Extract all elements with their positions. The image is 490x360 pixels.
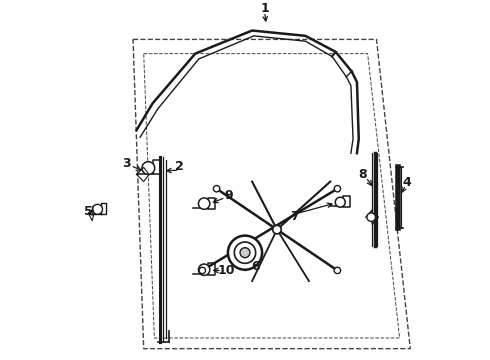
Circle shape [228, 235, 262, 270]
Text: 9: 9 [225, 189, 233, 202]
Text: 3: 3 [122, 157, 131, 170]
Circle shape [198, 198, 210, 209]
Text: 6: 6 [251, 260, 260, 273]
Circle shape [273, 225, 281, 234]
Text: 1: 1 [260, 2, 269, 15]
Circle shape [240, 248, 250, 258]
Text: 4: 4 [402, 176, 411, 189]
Text: 2: 2 [175, 160, 184, 173]
Circle shape [335, 197, 345, 207]
Text: 5: 5 [83, 204, 92, 217]
Text: 8: 8 [359, 168, 368, 181]
Circle shape [198, 264, 210, 275]
Circle shape [234, 242, 256, 263]
Circle shape [93, 204, 102, 214]
Circle shape [213, 185, 220, 192]
Circle shape [367, 213, 375, 221]
Circle shape [199, 267, 205, 274]
Circle shape [334, 267, 341, 274]
Text: 7: 7 [290, 210, 298, 223]
Circle shape [142, 162, 155, 175]
Circle shape [334, 185, 341, 192]
Text: 10: 10 [218, 264, 235, 277]
